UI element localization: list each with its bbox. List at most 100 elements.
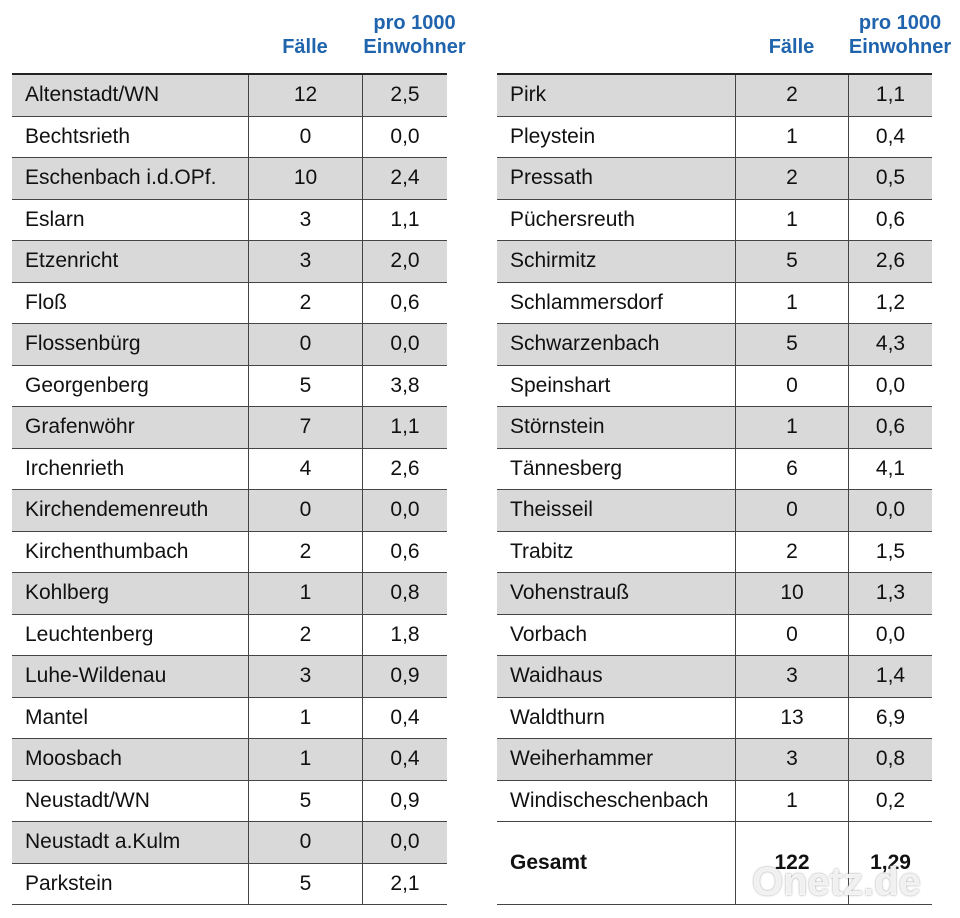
row-rate: 0,4 [848, 116, 932, 158]
table-top-rule [497, 73, 932, 75]
row-cases: 1 [248, 573, 362, 615]
row-cases: 1 [735, 407, 848, 449]
row-cases: 1 [735, 199, 848, 241]
row-cases: 12 [248, 75, 362, 117]
row-cases: 5 [735, 324, 848, 366]
row-rate: 0,6 [362, 282, 447, 324]
row-name: Schlammersdorf [497, 282, 735, 324]
row-name: Püchersreuth [497, 199, 735, 241]
row-rate: 4,1 [848, 448, 932, 490]
row-cases: 5 [248, 365, 362, 407]
row-cases: 3 [248, 241, 362, 283]
row-cases: 1 [735, 116, 848, 158]
row-rate: 2,1 [362, 863, 447, 905]
header-rate: pro 1000 [373, 12, 456, 34]
row-cases: 13 [735, 697, 848, 739]
row-name: Floß [12, 282, 248, 324]
row-cases: 0 [248, 822, 362, 864]
row-name: Weiherhammer [497, 739, 735, 781]
row-cases: 2 [735, 158, 848, 200]
row-rate: 0,8 [362, 573, 447, 615]
row-rate: 0,0 [848, 490, 932, 532]
row-rate: 0,4 [362, 739, 447, 781]
row-rate: 0,9 [362, 780, 447, 822]
row-rate: 2,0 [362, 241, 447, 283]
row-rate: 2,5 [362, 75, 447, 117]
table-top-rule [12, 73, 447, 75]
header-rate: pro 1000 [858, 12, 942, 34]
header-rate: Einwohner [848, 36, 952, 58]
row-name: Windischeschenbach [497, 780, 735, 822]
row-name: Vorbach [497, 614, 735, 656]
row-rate: 1,8 [362, 614, 447, 656]
row-rate: 0,0 [362, 116, 447, 158]
row-name: Leuchtenberg [12, 614, 248, 656]
row-name: Waldthurn [497, 697, 735, 739]
row-name: Luhe-Wildenau [12, 656, 248, 698]
row-rate: 2,6 [362, 448, 447, 490]
row-rate: 1,4 [848, 656, 932, 698]
row-cases: 122 [735, 822, 848, 905]
row-cases: 1 [735, 780, 848, 822]
row-cases: 0 [248, 324, 362, 366]
row-name: Moosbach [12, 739, 248, 781]
row-rate: 0,0 [848, 365, 932, 407]
row-name: Grafenwöhr [12, 407, 248, 449]
row-cases: 0 [248, 116, 362, 158]
row-rate: 1,3 [848, 573, 932, 615]
row-cases: 7 [248, 407, 362, 449]
row-rate: 1,1 [848, 75, 932, 117]
row-cases: 10 [248, 158, 362, 200]
row-rate: 0,8 [848, 739, 932, 781]
row-rate: 0,0 [848, 614, 932, 656]
row-name: Parkstein [12, 863, 248, 905]
row-name: Flossenbürg [12, 324, 248, 366]
row-rate: 0,5 [848, 158, 932, 200]
row-cases: 0 [735, 365, 848, 407]
row-name: Waidhaus [497, 656, 735, 698]
row-cases: 3 [735, 656, 848, 698]
header-cases: Fälle [768, 36, 815, 58]
row-name: Bechtsrieth [12, 116, 248, 158]
row-name: Theisseil [497, 490, 735, 532]
row-rate: 0,9 [362, 656, 447, 698]
row-name: Pleystein [497, 116, 735, 158]
row-cases: 2 [248, 531, 362, 573]
row-name: Störnstein [497, 407, 735, 449]
row-name: Gesamt [497, 822, 735, 905]
row-cases: 5 [248, 863, 362, 905]
row-name: Neustadt a.Kulm [12, 822, 248, 864]
row-rate: 0,6 [848, 199, 932, 241]
row-rate: 1,5 [848, 531, 932, 573]
row-cases: 2 [248, 282, 362, 324]
row-name: Mantel [12, 697, 248, 739]
row-name: Tännesberg [497, 448, 735, 490]
row-name: Kirchenthumbach [12, 531, 248, 573]
row-cases: 5 [735, 241, 848, 283]
row-cases: 1 [248, 739, 362, 781]
row-name: Kirchendemenreuth [12, 490, 248, 532]
row-rate: 6,9 [848, 697, 932, 739]
row-rate: 4,3 [848, 324, 932, 366]
row-name: Georgenberg [12, 365, 248, 407]
row-rate: 2,6 [848, 241, 932, 283]
row-rate: 0,6 [848, 407, 932, 449]
header-rate: Einwohner [363, 36, 466, 58]
row-name: Eslarn [12, 199, 248, 241]
row-cases: 3 [248, 199, 362, 241]
row-name: Kohlberg [12, 573, 248, 615]
row-name: Etzenricht [12, 241, 248, 283]
row-name: Eschenbach i.d.OPf. [12, 158, 248, 200]
row-cases: 4 [248, 448, 362, 490]
row-name: Pressath [497, 158, 735, 200]
row-rate: 3,8 [362, 365, 447, 407]
row-rate: 1,29 [848, 822, 932, 905]
row-cases: 6 [735, 448, 848, 490]
row-rate: 0,2 [848, 780, 932, 822]
row-name: Trabitz [497, 531, 735, 573]
row-cases: 0 [735, 614, 848, 656]
row-cases: 3 [735, 739, 848, 781]
row-rate: 2,4 [362, 158, 447, 200]
row-cases: 0 [735, 490, 848, 532]
